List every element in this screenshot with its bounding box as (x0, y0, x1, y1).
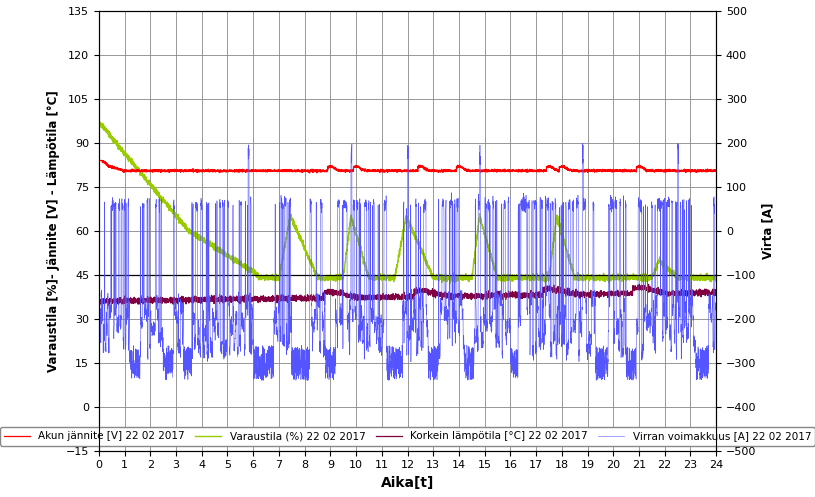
Line: Varaustila (%) 22 02 2017: Varaustila (%) 22 02 2017 (99, 121, 716, 283)
Korkein lämpötila [°C] 22 02 2017 (454, 293, 464, 299)
Virran voimakkuus [A] 22 02 2017 (116, 320, 126, 326)
Akun jännite [V] 22 02 2017 (116, 167, 126, 173)
Virran voimakkuus [A] 22 02 2017 (454, 330, 464, 335)
Virran voimakkuus [A] 22 02 2017 (470, 197, 480, 203)
Korkein lämpötila [°C] 22 02 2017 (644, 281, 654, 287)
Varaustila (%) 22 02 2017 (385, 276, 394, 282)
Y-axis label: Virta [A]: Virta [A] (762, 203, 775, 259)
Akun jännite [V] 22 02 2017 (332, 166, 341, 171)
Virran voimakkuus [A] 22 02 2017 (565, 206, 575, 212)
Korkein lämpötila [°C] 22 02 2017 (332, 289, 341, 295)
Varaustila (%) 22 02 2017 (565, 256, 575, 262)
Virran voimakkuus [A] 22 02 2017 (385, 371, 394, 377)
Virran voimakkuus [A] 22 02 2017 (332, 316, 341, 322)
Varaustila (%) 22 02 2017 (95, 118, 104, 124)
Akun jännite [V] 22 02 2017 (385, 167, 394, 173)
Virran voimakkuus [A] 22 02 2017 (711, 307, 721, 313)
Varaustila (%) 22 02 2017 (711, 276, 721, 282)
Varaustila (%) 22 02 2017 (94, 119, 104, 125)
Akun jännite [V] 22 02 2017 (454, 165, 464, 170)
Virran voimakkuus [A] 22 02 2017 (94, 344, 104, 350)
Y-axis label: Varaustila [%]- Jännite [V] - Lämpötila [°C]: Varaustila [%]- Jännite [V] - Lämpötila … (47, 90, 60, 372)
Varaustila (%) 22 02 2017 (446, 280, 456, 286)
Legend: Akun jännite [V] 22 02 2017, Varaustila (%) 22 02 2017, Korkein lämpötila [°C] 2: Akun jännite [V] 22 02 2017, Varaustila … (0, 427, 815, 446)
Varaustila (%) 22 02 2017 (454, 275, 464, 281)
Korkein lämpötila [°C] 22 02 2017 (565, 290, 575, 296)
Akun jännite [V] 22 02 2017 (711, 168, 721, 174)
Line: Korkein lämpötila [°C] 22 02 2017: Korkein lämpötila [°C] 22 02 2017 (99, 284, 716, 306)
Korkein lämpötila [°C] 22 02 2017 (94, 296, 104, 302)
X-axis label: Aika[t]: Aika[t] (381, 476, 434, 490)
Korkein lämpötila [°C] 22 02 2017 (385, 294, 394, 300)
Line: Akun jännite [V] 22 02 2017: Akun jännite [V] 22 02 2017 (99, 161, 716, 173)
Akun jännite [V] 22 02 2017 (470, 168, 480, 174)
Varaustila (%) 22 02 2017 (332, 276, 341, 282)
Virran voimakkuus [A] 22 02 2017 (291, 377, 301, 383)
Akun jännite [V] 22 02 2017 (305, 170, 315, 176)
Akun jännite [V] 22 02 2017 (565, 167, 575, 173)
Korkein lämpötila [°C] 22 02 2017 (104, 303, 114, 309)
Varaustila (%) 22 02 2017 (470, 245, 480, 251)
Akun jännite [V] 22 02 2017 (94, 158, 104, 164)
Line: Virran voimakkuus [A] 22 02 2017: Virran voimakkuus [A] 22 02 2017 (99, 143, 716, 380)
Korkein lämpötila [°C] 22 02 2017 (116, 300, 126, 306)
Korkein lämpötila [°C] 22 02 2017 (711, 291, 721, 297)
Varaustila (%) 22 02 2017 (116, 147, 126, 153)
Virran voimakkuus [A] 22 02 2017 (673, 140, 683, 146)
Korkein lämpötila [°C] 22 02 2017 (470, 293, 480, 299)
